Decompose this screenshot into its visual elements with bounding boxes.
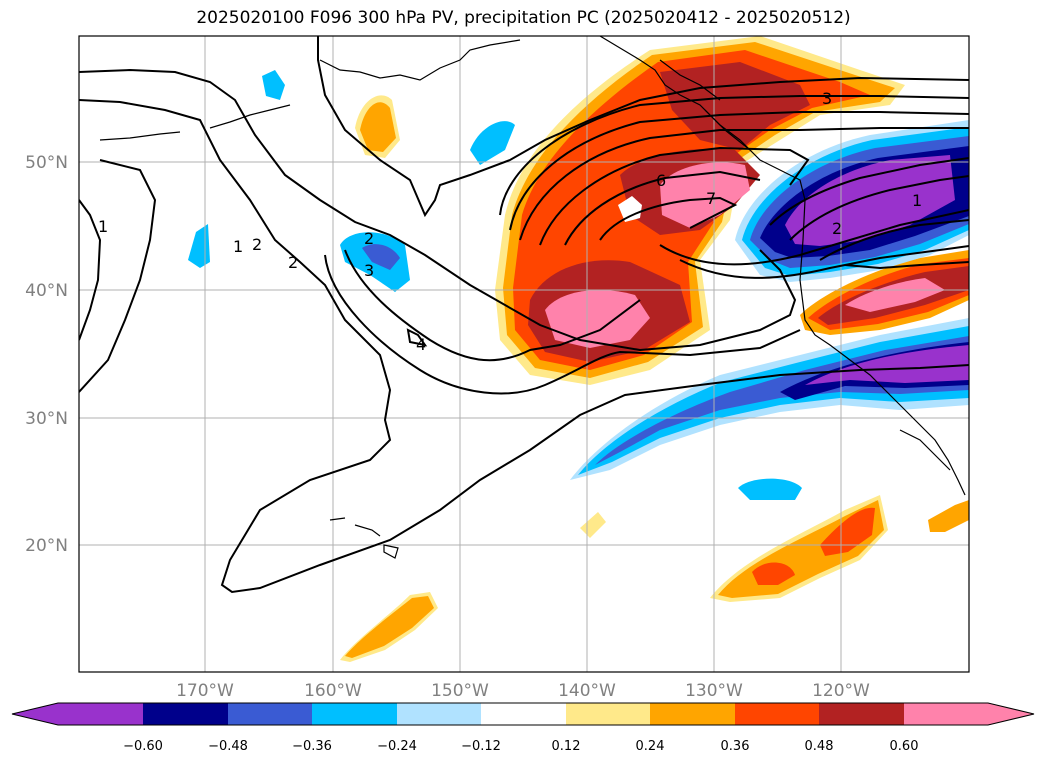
colorbar-tick: −0.24 [377,739,417,754]
contour-label: 7 [706,189,716,208]
neg-blob-3 [262,70,285,100]
lon-label: 170°W [176,681,234,701]
colorbar-tick: 0.60 [890,739,919,754]
lat-label: 40°N [25,281,68,301]
colorbar-tick: −0.12 [461,739,501,754]
colorbar-segment [397,703,481,725]
colorbar-segment [481,703,566,725]
contour-label: 1 [233,237,243,256]
lon-axis-labels: 170°W 160°W 150°W 140°W 130°W 120°W [176,681,870,701]
lon-label: 140°W [558,681,616,701]
colorbar-segment [735,703,819,725]
contour-label: 6 [656,171,666,190]
colorbar-segment [819,703,904,725]
contour-label: 3 [822,89,832,108]
colorbar-tick: 0.12 [552,739,581,754]
lat-axis-labels: 50°N 40°N 30°N 20°N [25,153,68,556]
neg-blob-2 [470,121,515,165]
colorbar-segment [650,703,735,725]
contour-label: 2 [288,253,298,272]
contour-label: 2 [364,229,374,248]
colorbar: −0.60 −0.48 −0.36 −0.24 −0.12 0.12 0.24 … [11,702,1035,754]
contour-label: 1 [98,217,108,236]
pos-hole [618,196,642,222]
colorbar-tick: 0.24 [636,739,665,754]
colorbar-segment [566,703,650,725]
coastlines [99,36,966,559]
colorbar-tick: 0.36 [721,739,750,754]
lat-label: 20°N [25,536,68,556]
pos-anomaly-060-a [545,290,650,348]
pv-contours [79,36,969,594]
pos-anomaly-060-b [660,162,750,228]
lon-label: 120°W [812,681,870,701]
colorbar-segment [312,703,397,725]
contour-label: 1 [912,191,922,210]
lon-label: 160°W [304,681,362,701]
lon-label: 150°W [431,681,489,701]
colorbar-segment [143,703,228,725]
colorbar-segment [904,703,1034,725]
contour-label: 4 [416,335,426,354]
colorbar-tick: −0.60 [123,739,163,754]
lat-label: 30°N [25,409,68,429]
pos-blob-5 [928,500,969,532]
colorbar-tick: 0.48 [805,739,834,754]
neg-blob-5 [738,478,802,500]
colorbar-outline [11,702,1035,726]
contour-label: 3 [364,261,374,280]
lat-label: 50°N [25,153,68,173]
map-frame [78,35,970,673]
colorbar-segment [12,703,143,725]
lon-label: 130°W [685,681,743,701]
colorbar-segments [12,703,1034,725]
pv-contour-labels: 1 2 2 1 2 3 4 3 6 7 1 2 [98,89,922,354]
colorbar-tick: −0.36 [292,739,332,754]
colorbar-tick-labels: −0.60 −0.48 −0.36 −0.24 −0.12 0.12 0.24 … [123,739,918,754]
contour-label: 2 [832,219,842,238]
contour-label: 2 [252,235,262,254]
figure-title: 2025020100 F096 300 hPa PV, precipitatio… [196,8,851,28]
colorbar-tick: −0.48 [208,739,248,754]
colorbar-segment [228,703,312,725]
